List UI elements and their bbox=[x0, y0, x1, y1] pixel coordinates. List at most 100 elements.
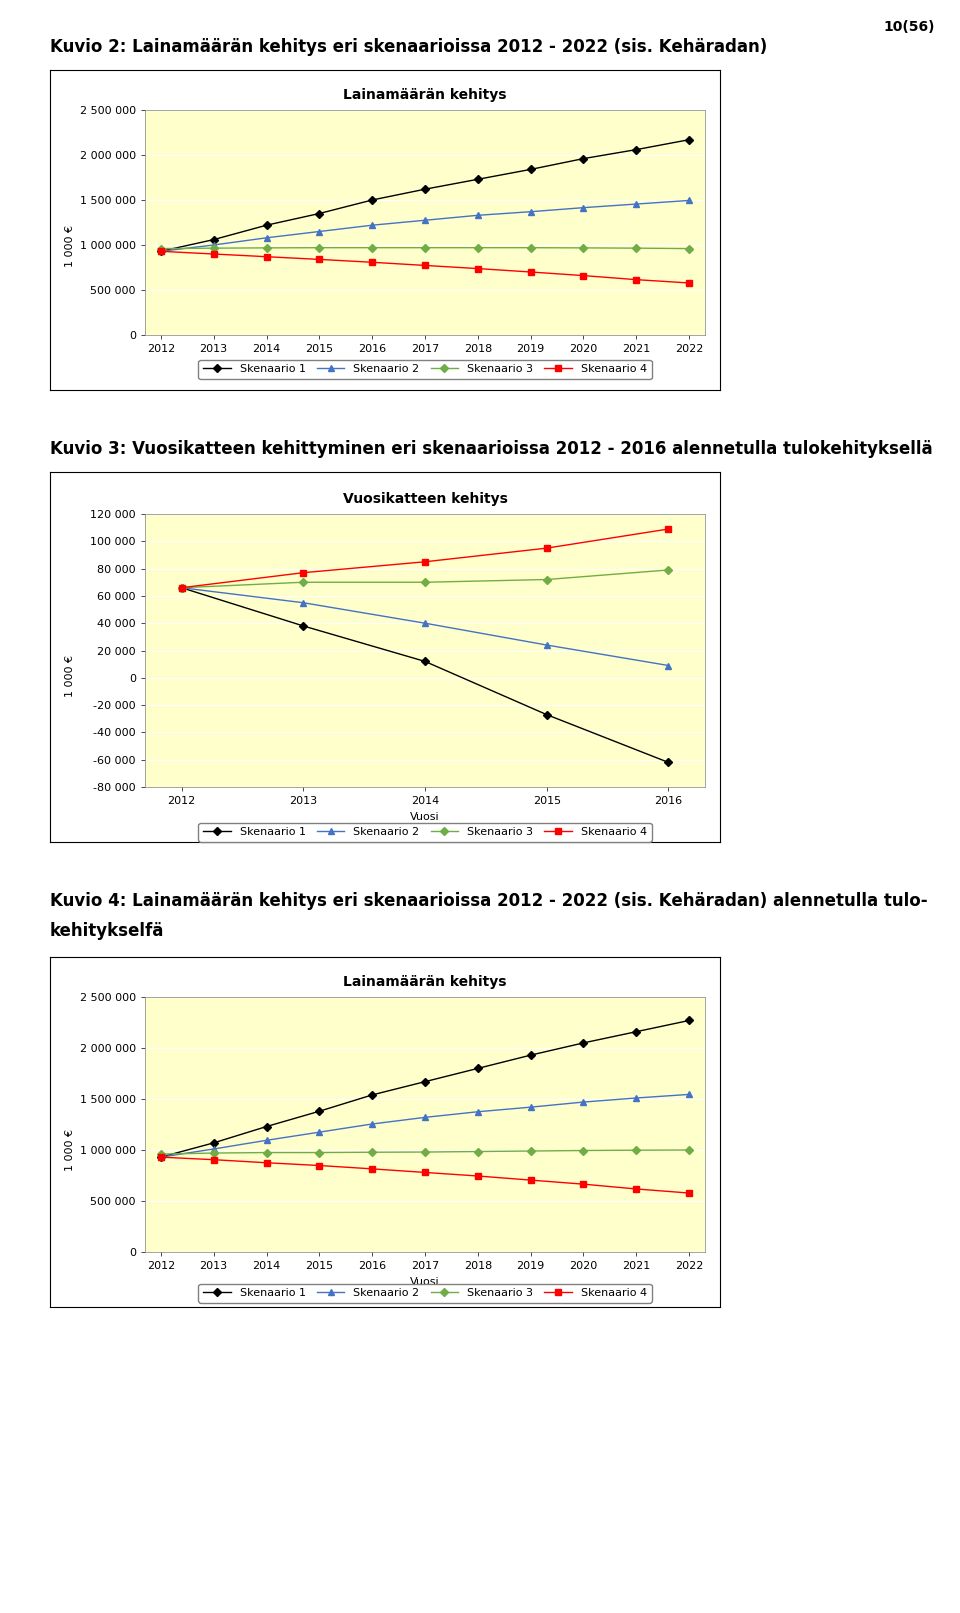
Skenaario 3 bbox=[662, 560, 674, 579]
Skenaario 3 bbox=[314, 1144, 325, 1163]
Skenaario 4 bbox=[662, 519, 674, 539]
Skenaario 1 bbox=[684, 131, 695, 150]
Skenaario 4 bbox=[420, 1163, 431, 1182]
Skenaario 1 bbox=[314, 1102, 325, 1121]
Line: Skenaario 2: Skenaario 2 bbox=[158, 198, 692, 255]
Skenaario 1 bbox=[420, 179, 431, 198]
Skenaario 4 bbox=[314, 1157, 325, 1176]
Text: kehitykselfä: kehitykselfä bbox=[50, 923, 164, 940]
Skenaario 2 bbox=[684, 1084, 695, 1103]
Skenaario 1 bbox=[525, 1045, 537, 1065]
Skenaario 3 bbox=[420, 573, 431, 592]
Skenaario 3 bbox=[631, 1140, 642, 1160]
Title: Lainamäärän kehitys: Lainamäärän kehitys bbox=[344, 974, 507, 989]
Skenaario 4 bbox=[156, 242, 167, 261]
Line: Skenaario 1: Skenaario 1 bbox=[179, 586, 671, 765]
Skenaario 2 bbox=[662, 656, 674, 676]
Skenaario 4 bbox=[176, 577, 187, 597]
Skenaario 3 bbox=[684, 239, 695, 258]
Skenaario 4 bbox=[420, 552, 431, 571]
Skenaario 3 bbox=[367, 1142, 378, 1161]
X-axis label: Vuosi: Vuosi bbox=[410, 811, 440, 821]
Skenaario 3 bbox=[208, 1144, 220, 1163]
Skenaario 2 bbox=[578, 198, 589, 218]
Skenaario 1 bbox=[156, 1147, 167, 1166]
Skenaario 1 bbox=[420, 652, 431, 671]
Skenaario 3 bbox=[472, 1142, 484, 1161]
Skenaario 2 bbox=[541, 636, 553, 655]
Skenaario 3 bbox=[367, 239, 378, 258]
Skenaario 2 bbox=[176, 577, 187, 597]
Line: Skenaario 3: Skenaario 3 bbox=[158, 245, 692, 252]
Skenaario 4 bbox=[631, 269, 642, 289]
Skenaario 2 bbox=[472, 205, 484, 224]
Skenaario 4 bbox=[261, 1153, 273, 1173]
Line: Skenaario 4: Skenaario 4 bbox=[158, 248, 692, 286]
Skenaario 2 bbox=[208, 235, 220, 255]
Skenaario 2 bbox=[314, 1123, 325, 1142]
Skenaario 2 bbox=[420, 1108, 431, 1127]
Skenaario 3 bbox=[472, 239, 484, 258]
Line: Skenaario 3: Skenaario 3 bbox=[158, 1147, 692, 1157]
Skenaario 2 bbox=[525, 202, 537, 221]
Legend: Skenaario 1, Skenaario 2, Skenaario 3, Skenaario 4: Skenaario 1, Skenaario 2, Skenaario 3, S… bbox=[199, 1284, 652, 1303]
Skenaario 4 bbox=[578, 266, 589, 286]
Skenaario 1 bbox=[631, 1023, 642, 1042]
Skenaario 1 bbox=[578, 148, 589, 168]
Text: Kuvio 3: Vuosikatteen kehittyminen eri skenaarioissa 2012 - 2016 alennetulla tul: Kuvio 3: Vuosikatteen kehittyminen eri s… bbox=[50, 440, 932, 458]
Skenaario 2 bbox=[261, 227, 273, 247]
Skenaario 3 bbox=[261, 1144, 273, 1163]
Skenaario 2 bbox=[472, 1102, 484, 1121]
Skenaario 3 bbox=[525, 1142, 537, 1161]
Text: Kuvio 4: Lainamäärän kehitys eri skenaarioissa 2012 - 2022 (sis. Kehäradan) alen: Kuvio 4: Lainamäärän kehitys eri skenaar… bbox=[50, 892, 927, 910]
Skenaario 3 bbox=[578, 1140, 589, 1160]
Skenaario 1 bbox=[541, 705, 553, 724]
Skenaario 3 bbox=[156, 1144, 167, 1163]
Skenaario 4 bbox=[472, 260, 484, 279]
Skenaario 3 bbox=[541, 569, 553, 589]
Skenaario 2 bbox=[261, 1131, 273, 1150]
Skenaario 1 bbox=[684, 1011, 695, 1031]
Text: 10(56): 10(56) bbox=[883, 19, 935, 34]
Skenaario 2 bbox=[578, 1092, 589, 1111]
Skenaario 3 bbox=[298, 573, 309, 592]
Skenaario 1 bbox=[367, 190, 378, 210]
Skenaario 3 bbox=[578, 239, 589, 258]
Skenaario 1 bbox=[176, 577, 187, 597]
Skenaario 3 bbox=[261, 239, 273, 258]
Skenaario 3 bbox=[156, 239, 167, 258]
Skenaario 4 bbox=[314, 250, 325, 269]
Skenaario 1 bbox=[208, 231, 220, 250]
Legend: Skenaario 1, Skenaario 2, Skenaario 3, Skenaario 4: Skenaario 1, Skenaario 2, Skenaario 3, S… bbox=[199, 823, 652, 842]
Skenaario 1 bbox=[261, 216, 273, 235]
Skenaario 4 bbox=[420, 256, 431, 276]
Skenaario 4 bbox=[472, 1166, 484, 1186]
Skenaario 2 bbox=[420, 211, 431, 231]
Skenaario 4 bbox=[631, 1179, 642, 1198]
Skenaario 4 bbox=[578, 1174, 589, 1194]
Skenaario 4 bbox=[367, 253, 378, 273]
Line: Skenaario 2: Skenaario 2 bbox=[179, 586, 671, 668]
Skenaario 2 bbox=[298, 594, 309, 613]
Skenaario 2 bbox=[684, 190, 695, 210]
X-axis label: Vuosi: Vuosi bbox=[410, 360, 440, 369]
Skenaario 1 bbox=[472, 1058, 484, 1077]
Title: Lainamäärän kehitys: Lainamäärän kehitys bbox=[344, 87, 507, 102]
Skenaario 1 bbox=[420, 1073, 431, 1092]
Skenaario 4 bbox=[208, 244, 220, 263]
Skenaario 1 bbox=[156, 242, 167, 261]
Skenaario 4 bbox=[525, 1171, 537, 1190]
Skenaario 2 bbox=[420, 613, 431, 632]
Skenaario 3 bbox=[420, 239, 431, 258]
Skenaario 3 bbox=[208, 239, 220, 258]
Skenaario 4 bbox=[684, 1184, 695, 1203]
Line: Skenaario 1: Skenaario 1 bbox=[158, 1018, 692, 1160]
Skenaario 3 bbox=[631, 239, 642, 258]
Line: Skenaario 4: Skenaario 4 bbox=[158, 1155, 692, 1195]
Skenaario 3 bbox=[314, 239, 325, 258]
Skenaario 1 bbox=[631, 140, 642, 160]
Skenaario 1 bbox=[662, 753, 674, 773]
X-axis label: Vuosi: Vuosi bbox=[410, 1276, 440, 1287]
Line: Skenaario 3: Skenaario 3 bbox=[179, 568, 671, 590]
Text: 1 000 €: 1 000 € bbox=[65, 1129, 75, 1171]
